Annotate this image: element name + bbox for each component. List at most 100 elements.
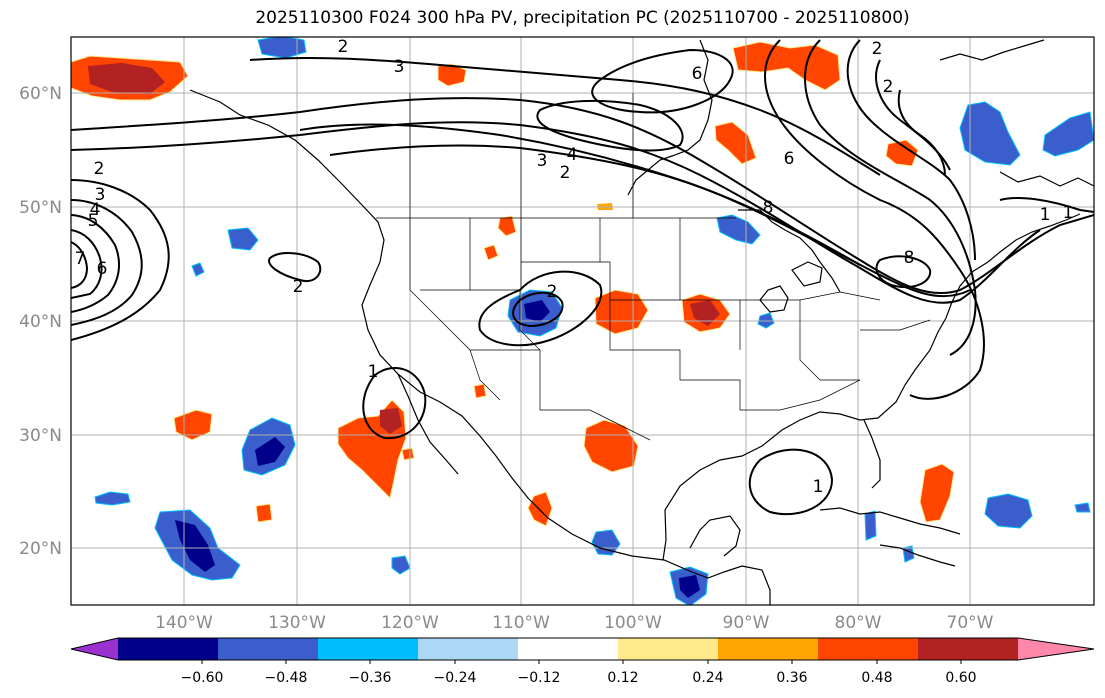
- colorbar-segment: [218, 638, 319, 660]
- latitude-labels: 60°N 50°N 40°N 30°N 20°N: [19, 84, 62, 559]
- precipitation-fills: [71, 37, 1094, 605]
- contour-label: 6: [692, 64, 703, 84]
- lat-label: 40°N: [19, 312, 62, 332]
- contour-label: 3: [394, 57, 405, 77]
- contour-label: 2: [94, 159, 105, 179]
- map-title: 2025110300 F024 300 hPa PV, precipitatio…: [255, 8, 910, 28]
- colorbar-tick-label: 0.60: [945, 670, 976, 686]
- precip-blob: [255, 437, 285, 466]
- precip-blob: [885, 139, 919, 167]
- lat-label: 20°N: [19, 539, 62, 559]
- contour-label: 2: [338, 37, 349, 57]
- precip-blob: [391, 555, 411, 575]
- precip-blob: [257, 37, 307, 59]
- precip-blob: [380, 408, 402, 434]
- precip-blob: [88, 63, 165, 94]
- lon-label: 90°W: [723, 613, 770, 633]
- colorbar-segment: [618, 638, 719, 660]
- pv-contours: [71, 39, 1094, 516]
- lon-label: 140°W: [155, 613, 213, 633]
- lon-label: 80°W: [835, 613, 882, 633]
- precip-blob: [919, 463, 955, 523]
- contour-labels: 2 3 2 3 4 5 7 6 2 2 3 4 2 6 6 2 1 1 1 8 …: [75, 37, 1074, 497]
- precip-blob: [583, 419, 639, 473]
- lon-label: 130°W: [268, 613, 326, 633]
- colorbar-segment: [918, 638, 1019, 660]
- colorbar-tick-label: −0.48: [265, 670, 308, 686]
- precip-blob: [959, 101, 1021, 166]
- contour-label: 8: [763, 198, 774, 218]
- colorbar-segment: [418, 638, 519, 660]
- colorbar-segment: [818, 638, 919, 660]
- precip-blob: [227, 227, 259, 251]
- precip-blob: [591, 529, 621, 556]
- contour-label: 7: [75, 249, 86, 269]
- contour-label: 2: [560, 163, 571, 183]
- map-frame: [70, 36, 1095, 606]
- colorbar-outline: [70, 637, 1095, 661]
- contour-label: 1: [368, 362, 379, 382]
- colorbar-tick-label: 0.48: [861, 670, 892, 686]
- colorbar-tick-label: 0.12: [607, 670, 638, 686]
- precip-blob: [437, 63, 467, 87]
- state-borders: [376, 93, 931, 441]
- coastlines: [189, 39, 1094, 605]
- colorbar-tick-label: 0.24: [692, 670, 723, 686]
- contour-label: 4: [90, 200, 101, 220]
- precip-blob: [175, 520, 215, 572]
- lat-label: 60°N: [19, 84, 62, 104]
- contour-label: 2: [883, 77, 894, 97]
- colorbar: −0.60 −0.48 −0.36 −0.24 −0.12 0.12 0.24 …: [70, 637, 1095, 686]
- colorbar-tick-label: −0.12: [518, 670, 561, 686]
- precip-blob: [732, 41, 841, 91]
- precip-blob: [497, 215, 517, 237]
- precip-blob: [864, 510, 877, 541]
- precip-blob: [716, 214, 761, 245]
- precip-blob: [255, 503, 273, 523]
- contour-label: 1: [1040, 205, 1051, 225]
- precip-blob: [483, 244, 499, 261]
- colorbar-labels: −0.60 −0.48 −0.36 −0.24 −0.12 0.12 0.24 …: [181, 670, 977, 686]
- colorbar-segment: [718, 638, 819, 660]
- contour-label: 1: [813, 477, 824, 497]
- precip-blob: [401, 447, 415, 461]
- precip-blob: [473, 383, 487, 399]
- colorbar-tick-label: 0.36: [776, 670, 807, 686]
- contour-label: 4: [567, 145, 578, 165]
- precip-blob: [94, 491, 131, 506]
- precip-blob: [984, 493, 1033, 529]
- colorbar-tick-label: −0.36: [349, 670, 392, 686]
- lon-label: 120°W: [381, 613, 439, 633]
- lat-label: 50°N: [19, 198, 62, 218]
- graticule: [71, 37, 1094, 605]
- precip-blob: [1042, 111, 1094, 157]
- precip-blob: [527, 491, 553, 527]
- lon-label: 100°W: [604, 613, 662, 633]
- contour-label: 2: [547, 282, 558, 302]
- precip-blob: [690, 300, 720, 326]
- precip-blob: [191, 262, 205, 277]
- precip-blob: [1074, 502, 1091, 513]
- precip-blob: [594, 289, 649, 335]
- longitude-labels: 140°W 130°W 120°W 110°W 100°W 90°W 80°W …: [155, 613, 994, 633]
- colorbar-extend-high: [1018, 638, 1094, 660]
- contour-label: 6: [97, 259, 108, 279]
- contour-label: 3: [95, 185, 106, 205]
- contour-label: 2: [293, 277, 304, 297]
- contour-label: 5: [88, 211, 99, 231]
- precip-blob: [679, 575, 700, 598]
- contour-label: 3: [537, 151, 548, 171]
- contour-label: 2: [872, 39, 883, 59]
- colorbar-segment: [518, 638, 619, 660]
- contour-label: 6: [784, 149, 795, 169]
- colorbar-segment: [318, 638, 419, 660]
- colorbar-segments: [70, 637, 1095, 664]
- colorbar-tick-label: −0.60: [181, 670, 224, 686]
- lon-label: 110°W: [492, 613, 550, 633]
- colorbar-extend-low: [71, 638, 118, 660]
- lat-label: 30°N: [19, 426, 62, 446]
- contour-label: 1: [1063, 203, 1074, 223]
- precip-blob: [524, 300, 550, 322]
- lon-label: 70°W: [947, 613, 994, 633]
